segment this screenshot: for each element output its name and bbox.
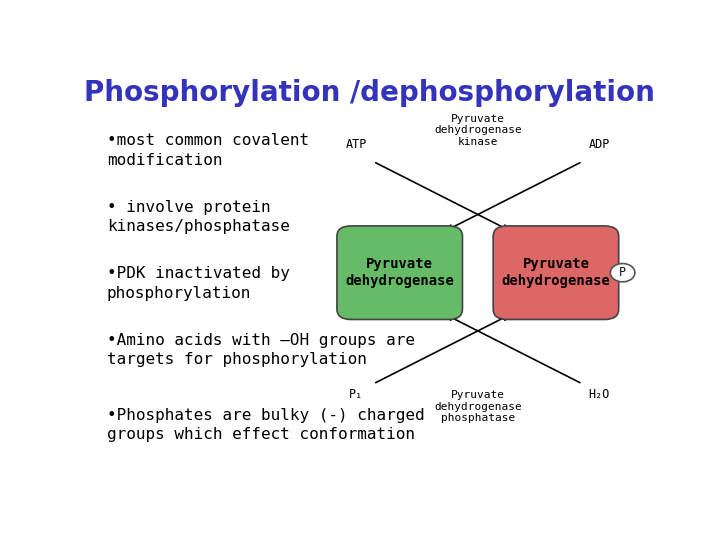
Text: P₁: P₁ xyxy=(349,388,364,401)
Text: •PDK inactivated by
phosphorylation: •PDK inactivated by phosphorylation xyxy=(107,266,289,301)
FancyBboxPatch shape xyxy=(493,226,618,320)
Text: •most common covalent
modification: •most common covalent modification xyxy=(107,133,309,167)
Text: Pyruvate
dehydrogenase
kinase: Pyruvate dehydrogenase kinase xyxy=(434,114,522,147)
Circle shape xyxy=(611,264,635,282)
Text: Pyruvate
dehydrogenase
phosphatase: Pyruvate dehydrogenase phosphatase xyxy=(434,390,522,423)
Text: H₂O: H₂O xyxy=(588,388,610,401)
Text: •Amino acids with –OH groups are
targets for phosphorylation: •Amino acids with –OH groups are targets… xyxy=(107,333,415,367)
Text: P: P xyxy=(619,266,626,279)
Text: ATP: ATP xyxy=(346,138,367,151)
Text: Pyruvate
dehydrogenase: Pyruvate dehydrogenase xyxy=(502,257,611,288)
Text: • involve protein
kinases/phosphatase: • involve protein kinases/phosphatase xyxy=(107,200,289,234)
Text: ADP: ADP xyxy=(588,138,610,151)
Text: Pyruvate
dehydrogenase: Pyruvate dehydrogenase xyxy=(346,257,454,288)
Text: •Phosphates are bulky (-) charged
groups which effect conformation: •Phosphates are bulky (-) charged groups… xyxy=(107,408,424,442)
Text: Phosphorylation /dephosphorylation: Phosphorylation /dephosphorylation xyxy=(84,79,654,107)
FancyBboxPatch shape xyxy=(337,226,462,320)
